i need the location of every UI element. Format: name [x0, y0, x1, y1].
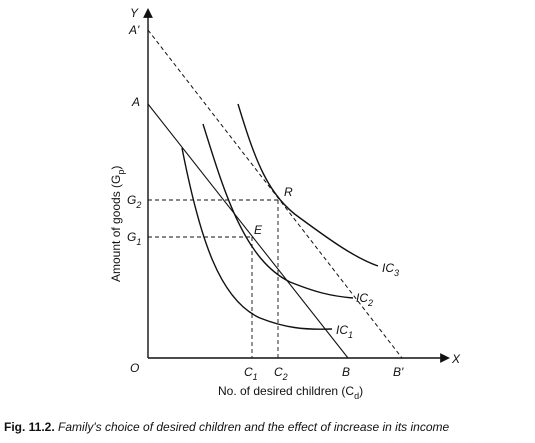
- figure-caption: Fig. 11.2. Family's choice of desired ch…: [4, 420, 532, 434]
- point-e-label: E: [254, 223, 263, 237]
- tick-g1: G1: [127, 230, 141, 247]
- label-b-prime: B': [393, 365, 404, 379]
- label-b: B: [342, 365, 350, 379]
- label-ic2: IC2: [356, 291, 373, 308]
- x-axis-title: No. of desired children (Cd): [218, 384, 363, 401]
- indifference-curve-ic2: [202, 123, 354, 299]
- tick-c1: C1: [244, 365, 258, 382]
- caption-number: Fig. 11.2.: [4, 420, 55, 434]
- x-axis-symbol: X: [451, 352, 461, 366]
- tick-g2: G2: [127, 193, 141, 210]
- point-r-label: R: [284, 185, 293, 199]
- label-ic1: IC1: [336, 323, 353, 340]
- label-ic3: IC3: [382, 261, 399, 278]
- indifference-curve-ic3: [237, 103, 379, 267]
- y-axis-title: Amount of goods (Gp): [109, 166, 126, 282]
- budget-line-ab: [147, 103, 349, 359]
- caption-text: Family's choice of desired children and …: [58, 420, 450, 434]
- label-a: A: [131, 95, 140, 109]
- y-axis-symbol: Y: [130, 6, 139, 20]
- indifference-curve-ic1: [181, 147, 333, 330]
- budget-line-a-prime-b-prime: [147, 29, 403, 359]
- origin-label: O: [130, 361, 139, 375]
- label-a-prime: A': [128, 23, 140, 37]
- tick-c2: C2: [274, 365, 288, 382]
